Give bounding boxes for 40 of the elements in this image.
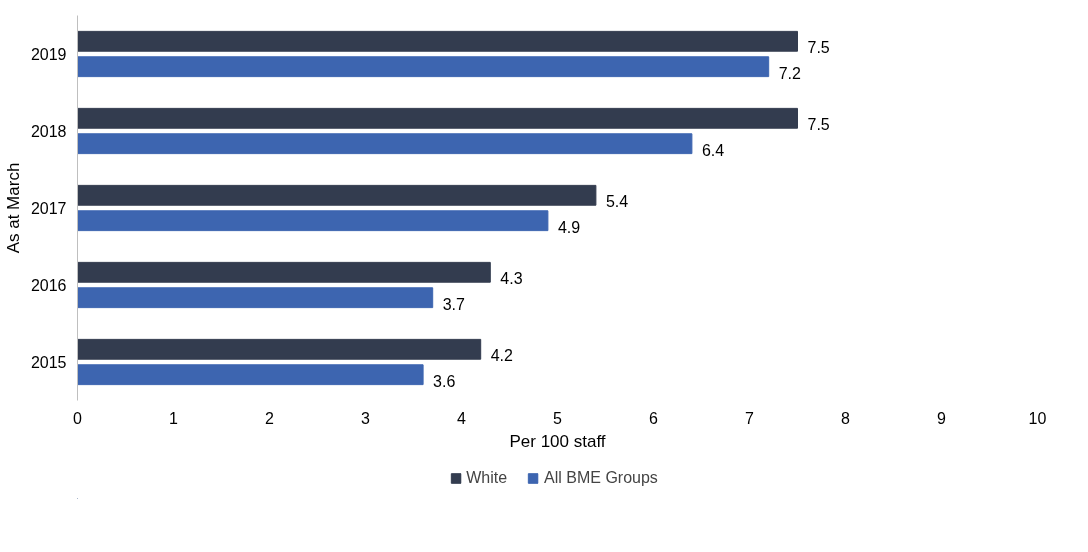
y-tick-label: 2015 [30, 354, 67, 371]
x-tick-label: 8 [841, 409, 851, 427]
bar [77, 287, 434, 309]
data-label: 4.2 [490, 347, 514, 365]
data-label: 7.2 [778, 64, 802, 82]
data-label: 3.6 [433, 372, 456, 390]
bar [77, 210, 549, 232]
bar [77, 261, 491, 283]
x-tick-label: 5 [553, 409, 563, 427]
x-tick-label: 2 [265, 409, 275, 427]
y-tick-label: 2018 [30, 123, 67, 140]
y-axis-title: As at March [3, 162, 23, 254]
bar [77, 30, 798, 52]
bar [77, 184, 597, 206]
x-tick-label: 1 [169, 409, 179, 427]
y-tick-label: 2019 [30, 46, 67, 63]
bar [77, 107, 798, 129]
bar [77, 133, 693, 155]
x-tick-label: 4 [457, 409, 467, 427]
data-label: 5.4 [605, 193, 629, 211]
bar [77, 364, 424, 386]
data-label: 7.5 [807, 116, 830, 134]
data-label: 4.3 [500, 270, 523, 288]
data-label: 6.4 [701, 141, 725, 159]
x-tick-label: 3 [361, 409, 371, 427]
y-tick-label: 2016 [30, 277, 67, 294]
x-tick-label: 9 [937, 409, 947, 427]
x-axis-title: Per 100 staff [509, 431, 606, 451]
data-label: 4.9 [557, 218, 581, 236]
y-tick-label: 2017 [30, 200, 67, 217]
legend-label: White [466, 469, 508, 487]
data-label: 3.7 [442, 295, 466, 313]
x-tick-label: 10 [1028, 409, 1047, 427]
x-tick-label: 0 [73, 409, 83, 427]
bar [77, 338, 482, 360]
x-tick-label: 7 [745, 409, 755, 427]
bar [77, 56, 770, 78]
data-label: 7.5 [807, 39, 830, 57]
legend-label: All BME Groups [544, 469, 658, 487]
x-tick-label: 6 [649, 409, 659, 427]
